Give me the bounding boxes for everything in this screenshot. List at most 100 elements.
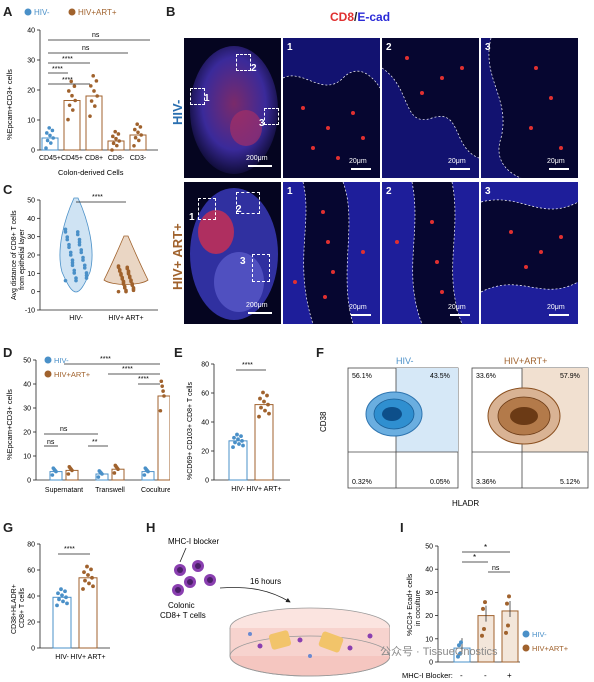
x-tick-label: CD8+	[85, 155, 103, 162]
x-tick-label: HIV+ ART+	[246, 486, 281, 493]
bars-d: Supernatant Transwell Coculture	[45, 379, 170, 494]
data-point	[261, 390, 265, 395]
data-point	[236, 437, 240, 442]
ylabel-i-2: in coculture	[415, 590, 422, 626]
y-tick-label: 20	[27, 88, 35, 95]
sig-d-1: ns	[60, 426, 68, 433]
y-tick-label: 0	[27, 478, 31, 485]
y-tick-label: 0	[31, 148, 35, 155]
data-point	[70, 93, 74, 98]
data-point	[79, 250, 84, 255]
data-point	[66, 117, 70, 122]
x-tick-label: Coculture	[141, 487, 170, 494]
inset-hiv-neg-2-num: 2	[386, 42, 392, 53]
data-point	[69, 79, 73, 84]
label-mhc-blocker: MHC-I blocker	[168, 537, 219, 546]
panel-label-d: D	[3, 345, 13, 360]
data-point	[71, 108, 75, 112]
sig-d-6: ****	[138, 376, 149, 383]
data-point	[48, 133, 52, 138]
f2-q-top-right: 57.9%	[560, 373, 580, 380]
title-cd8: CD8	[330, 10, 355, 24]
data-point	[121, 282, 126, 286]
sig-i: * * ns	[462, 543, 510, 573]
y-tick-label: 20	[27, 253, 35, 260]
y-tick-label: 0	[205, 478, 209, 485]
sig-a: ns ns **** **** ****	[48, 32, 150, 85]
ylabel-d: %Epcam+CD3+ cells	[5, 389, 14, 460]
ylabel-f: CD38	[319, 411, 328, 432]
data-point	[68, 250, 73, 255]
data-point	[115, 143, 119, 148]
data-point	[67, 245, 71, 250]
f1-q-bottom-left: 0.32%	[352, 479, 372, 486]
data-point	[50, 473, 55, 477]
data-point	[119, 273, 123, 277]
sig-e: ****	[242, 362, 253, 369]
f1-q-bottom-right: 0.05%	[430, 479, 450, 486]
data-point	[481, 606, 485, 611]
data-point	[75, 232, 80, 237]
data-point	[160, 384, 164, 388]
bar	[501, 610, 519, 663]
panel-b-title: CD8/E-cad	[330, 10, 390, 24]
data-point	[506, 623, 510, 628]
data-point	[49, 141, 53, 145]
panel-d-chart: HIV- HIV+ART+ %Epcam+CD3+ cells 0 10 20 30 4…	[5, 356, 170, 494]
data-point	[88, 114, 92, 118]
data-point	[50, 128, 55, 133]
f2-q-bottom-right: 5.12%	[560, 479, 580, 486]
data-point	[89, 567, 93, 572]
data-point	[68, 253, 73, 257]
data-point	[239, 434, 243, 439]
x-tick-label: CD45+	[61, 155, 83, 162]
blocker-label: MHC-I Blocker:	[402, 671, 453, 680]
y-tick-label: 50	[27, 198, 35, 205]
data-point	[116, 467, 120, 471]
x-tick-label: HIV-	[231, 486, 245, 493]
row-label-hiv-neg: HIV-	[170, 99, 185, 125]
legend-dot-hiv-neg	[24, 8, 32, 16]
bar	[52, 596, 72, 649]
inset-hiv-pos-2-num: 2	[386, 186, 392, 197]
y-tick-label: 30	[23, 406, 31, 413]
data-point	[458, 651, 462, 656]
data-point	[77, 237, 82, 242]
panel-label-a: A	[3, 4, 13, 19]
axis-c: -10 0 10 20 30 40 50	[25, 198, 158, 315]
bar	[129, 134, 147, 151]
data-point	[65, 601, 69, 606]
data-point	[90, 575, 94, 580]
data-point	[459, 640, 463, 645]
title-ecad: E-cad	[357, 10, 391, 24]
scale-label-inset-3: 20μm	[547, 158, 565, 165]
x-tick-label: HIV+ ART+	[108, 315, 143, 322]
data-point	[126, 271, 131, 276]
data-point	[54, 469, 58, 474]
axis-e: 0 20 40 60 80	[201, 362, 290, 485]
bar	[107, 140, 125, 151]
petri-dish	[229, 607, 390, 677]
data-point	[63, 589, 67, 594]
ylabel-g-1: CD38+HLADR+	[11, 584, 18, 634]
data-point	[263, 408, 267, 413]
data-point	[120, 277, 125, 281]
y-tick-label: -10	[25, 308, 35, 315]
data-point	[110, 148, 114, 152]
scale-label-inset-1: 20μm	[349, 158, 367, 165]
panel-label-b: B	[166, 4, 176, 19]
data-point	[131, 288, 136, 293]
data-point	[483, 600, 487, 605]
inset-hiv-neg-1-num: 1	[287, 42, 293, 53]
ylabel-e: %CD69+ CD103+ CD8+ T cells	[187, 382, 194, 480]
bar	[157, 395, 170, 481]
data-point	[79, 248, 84, 252]
bar	[78, 577, 98, 649]
data-point	[480, 633, 484, 638]
x-tick-label: Transwell	[95, 487, 125, 494]
data-point	[142, 473, 147, 477]
y-tick-label: 0	[31, 646, 35, 653]
x-tick-label: HIV-	[55, 654, 69, 661]
data-point	[83, 578, 87, 583]
data-point	[258, 396, 262, 401]
